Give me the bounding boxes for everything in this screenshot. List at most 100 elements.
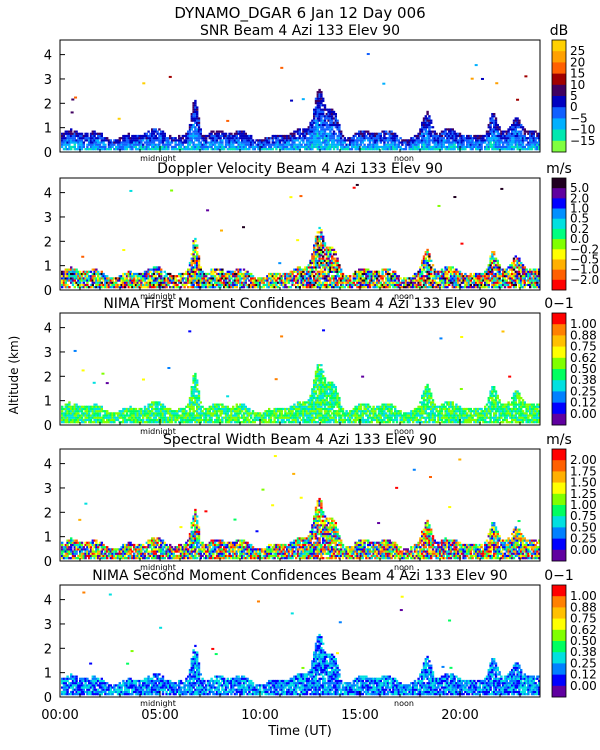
time-marker-midnight: midnight (140, 563, 176, 572)
panel-title: SNR Beam 4 Azi 133 Elev 90 (200, 23, 400, 39)
colorbar-label: 1.25 (570, 487, 597, 501)
colorbar-swatch (552, 391, 566, 403)
x-tick-label: 10:00 (241, 708, 278, 723)
time-marker-noon: noon (394, 427, 414, 436)
colorbar-swatch (552, 96, 566, 108)
y-tick-label: 3 (44, 618, 52, 633)
y-tick-label: 3 (44, 346, 52, 361)
colorbar-label: 5.0 (570, 181, 589, 195)
y-tick-label: 1 (44, 122, 52, 137)
colorbar-swatch (552, 493, 566, 506)
radar-echo-field (61, 591, 541, 696)
colorbar-swatch (552, 140, 566, 153)
colorbar-swatch (552, 84, 566, 97)
colorbar-label: 25 (570, 44, 585, 58)
colorbar: 2.001.751.501.251.000.750.500.250.00 (551, 448, 597, 562)
y-tick-label: 0 (44, 284, 52, 299)
panel-title: Doppler Velocity Beam 4 Azi 133 Elev 90 (157, 161, 443, 177)
colorbar-swatch (552, 73, 566, 86)
colorbar-label: 0.38 (570, 373, 597, 387)
colorbar-label: 0.00 (570, 543, 597, 557)
colorbar-swatch (552, 118, 566, 130)
colorbar-swatch (552, 618, 566, 631)
colorbar-swatch (552, 357, 566, 370)
time-marker-midnight: midnight (140, 699, 176, 708)
colorbar-label: 10 (570, 78, 585, 92)
colorbar-label: 5 (570, 89, 578, 103)
y-tick-label: 1 (44, 531, 52, 546)
panel-title: NIMA First Moment Confidences Beam 4 Azi… (103, 296, 496, 312)
y-tick-label: 1 (44, 395, 52, 410)
colorbar-label: 2.0 (570, 191, 589, 205)
y-tick-label: 2 (44, 506, 52, 521)
y-tick-label: 2 (44, 370, 52, 385)
colorbar-swatch (552, 346, 566, 359)
colorbar-label: 1.00 (570, 317, 597, 331)
colorbar-label: −5 (570, 111, 588, 125)
colorbar-label: 0.75 (570, 340, 597, 354)
colorbar-label: −0.5 (570, 252, 599, 266)
y-tick-label: 1 (44, 667, 52, 682)
colorbar-swatch (552, 129, 566, 142)
colorbar-label: 0.25 (570, 384, 597, 398)
time-marker-noon: noon (394, 699, 414, 708)
colorbar-label: 0.0 (570, 232, 589, 246)
colorbar-label: 1.00 (570, 589, 597, 603)
colorbar-label: 0.50 (570, 634, 597, 648)
colorbar-label: 0.50 (570, 362, 597, 376)
x-tick-label: 20:00 (441, 708, 478, 723)
colorbar-swatch (552, 607, 566, 619)
colorbar-swatch (552, 313, 566, 325)
time-marker-midnight: midnight (140, 427, 176, 436)
y-tick-label: 4 (44, 458, 52, 473)
y-tick-label: 0 (44, 146, 52, 161)
colorbar-label: 1.50 (570, 476, 597, 490)
colorbar-label: 1.0 (570, 202, 589, 216)
colorbar-swatch (552, 239, 566, 250)
radar-echo-field (61, 53, 541, 151)
time-marker-noon: noon (394, 292, 414, 301)
colorbar-label: 1.75 (570, 464, 597, 478)
colorbar-unit: dB (550, 23, 569, 39)
time-marker-noon: noon (394, 154, 414, 163)
colorbar-swatch (552, 62, 566, 74)
y-tick-label: 3 (44, 482, 52, 497)
colorbar-swatch (552, 549, 566, 562)
colorbar-label: 1.00 (570, 498, 597, 512)
time-marker-midnight: midnight (140, 292, 176, 301)
colorbar-label: 0.88 (570, 600, 597, 614)
colorbar-label: 0.25 (570, 532, 597, 546)
y-axis-label: Altitude (km) (7, 336, 21, 415)
colorbar-swatch (552, 505, 566, 517)
y-tick-label: 2 (44, 97, 52, 112)
colorbar-swatch (552, 585, 566, 597)
colorbar-swatch (552, 259, 566, 270)
colorbar-label: 0 (570, 100, 578, 114)
y-tick-label: 0 (44, 691, 52, 706)
figure-title: DYNAMO_DGAR 6 Jan 12 Day 006 (174, 4, 425, 23)
y-tick-label: 0 (44, 555, 52, 570)
x-axis-label: Time (UT) (267, 724, 332, 739)
colorbar-swatch (552, 527, 566, 539)
colorbar-label: 20 (570, 55, 585, 69)
colorbar-swatch (552, 538, 566, 551)
colorbar-label: −10 (570, 123, 595, 137)
colorbar-label: 0.75 (570, 509, 597, 523)
colorbar-label: −1.0 (570, 263, 599, 277)
panel-2: Doppler Velocity Beam 4 Azi 133 Elev 90 m… (44, 161, 599, 301)
panels: SNR Beam 4 Azi 133 Elev 90 dB 0 1 2 3 4 midnigh… (41, 23, 599, 723)
colorbar-swatch (552, 228, 566, 240)
colorbar-swatch (552, 269, 566, 281)
colorbar-swatch (552, 663, 566, 675)
colorbar-label: 15 (570, 67, 585, 81)
colorbar-label: 0.12 (570, 396, 597, 410)
panel-5: NIMA Second Moment Confidences Beam 4 Az… (44, 568, 597, 708)
colorbar-swatch (552, 380, 566, 392)
colorbar-swatch (552, 51, 566, 63)
colorbar-swatch (552, 674, 566, 687)
x-tick-label: 05:00 (141, 708, 178, 723)
colorbar-swatch (552, 40, 566, 52)
colorbar-label: 2.00 (570, 453, 597, 467)
